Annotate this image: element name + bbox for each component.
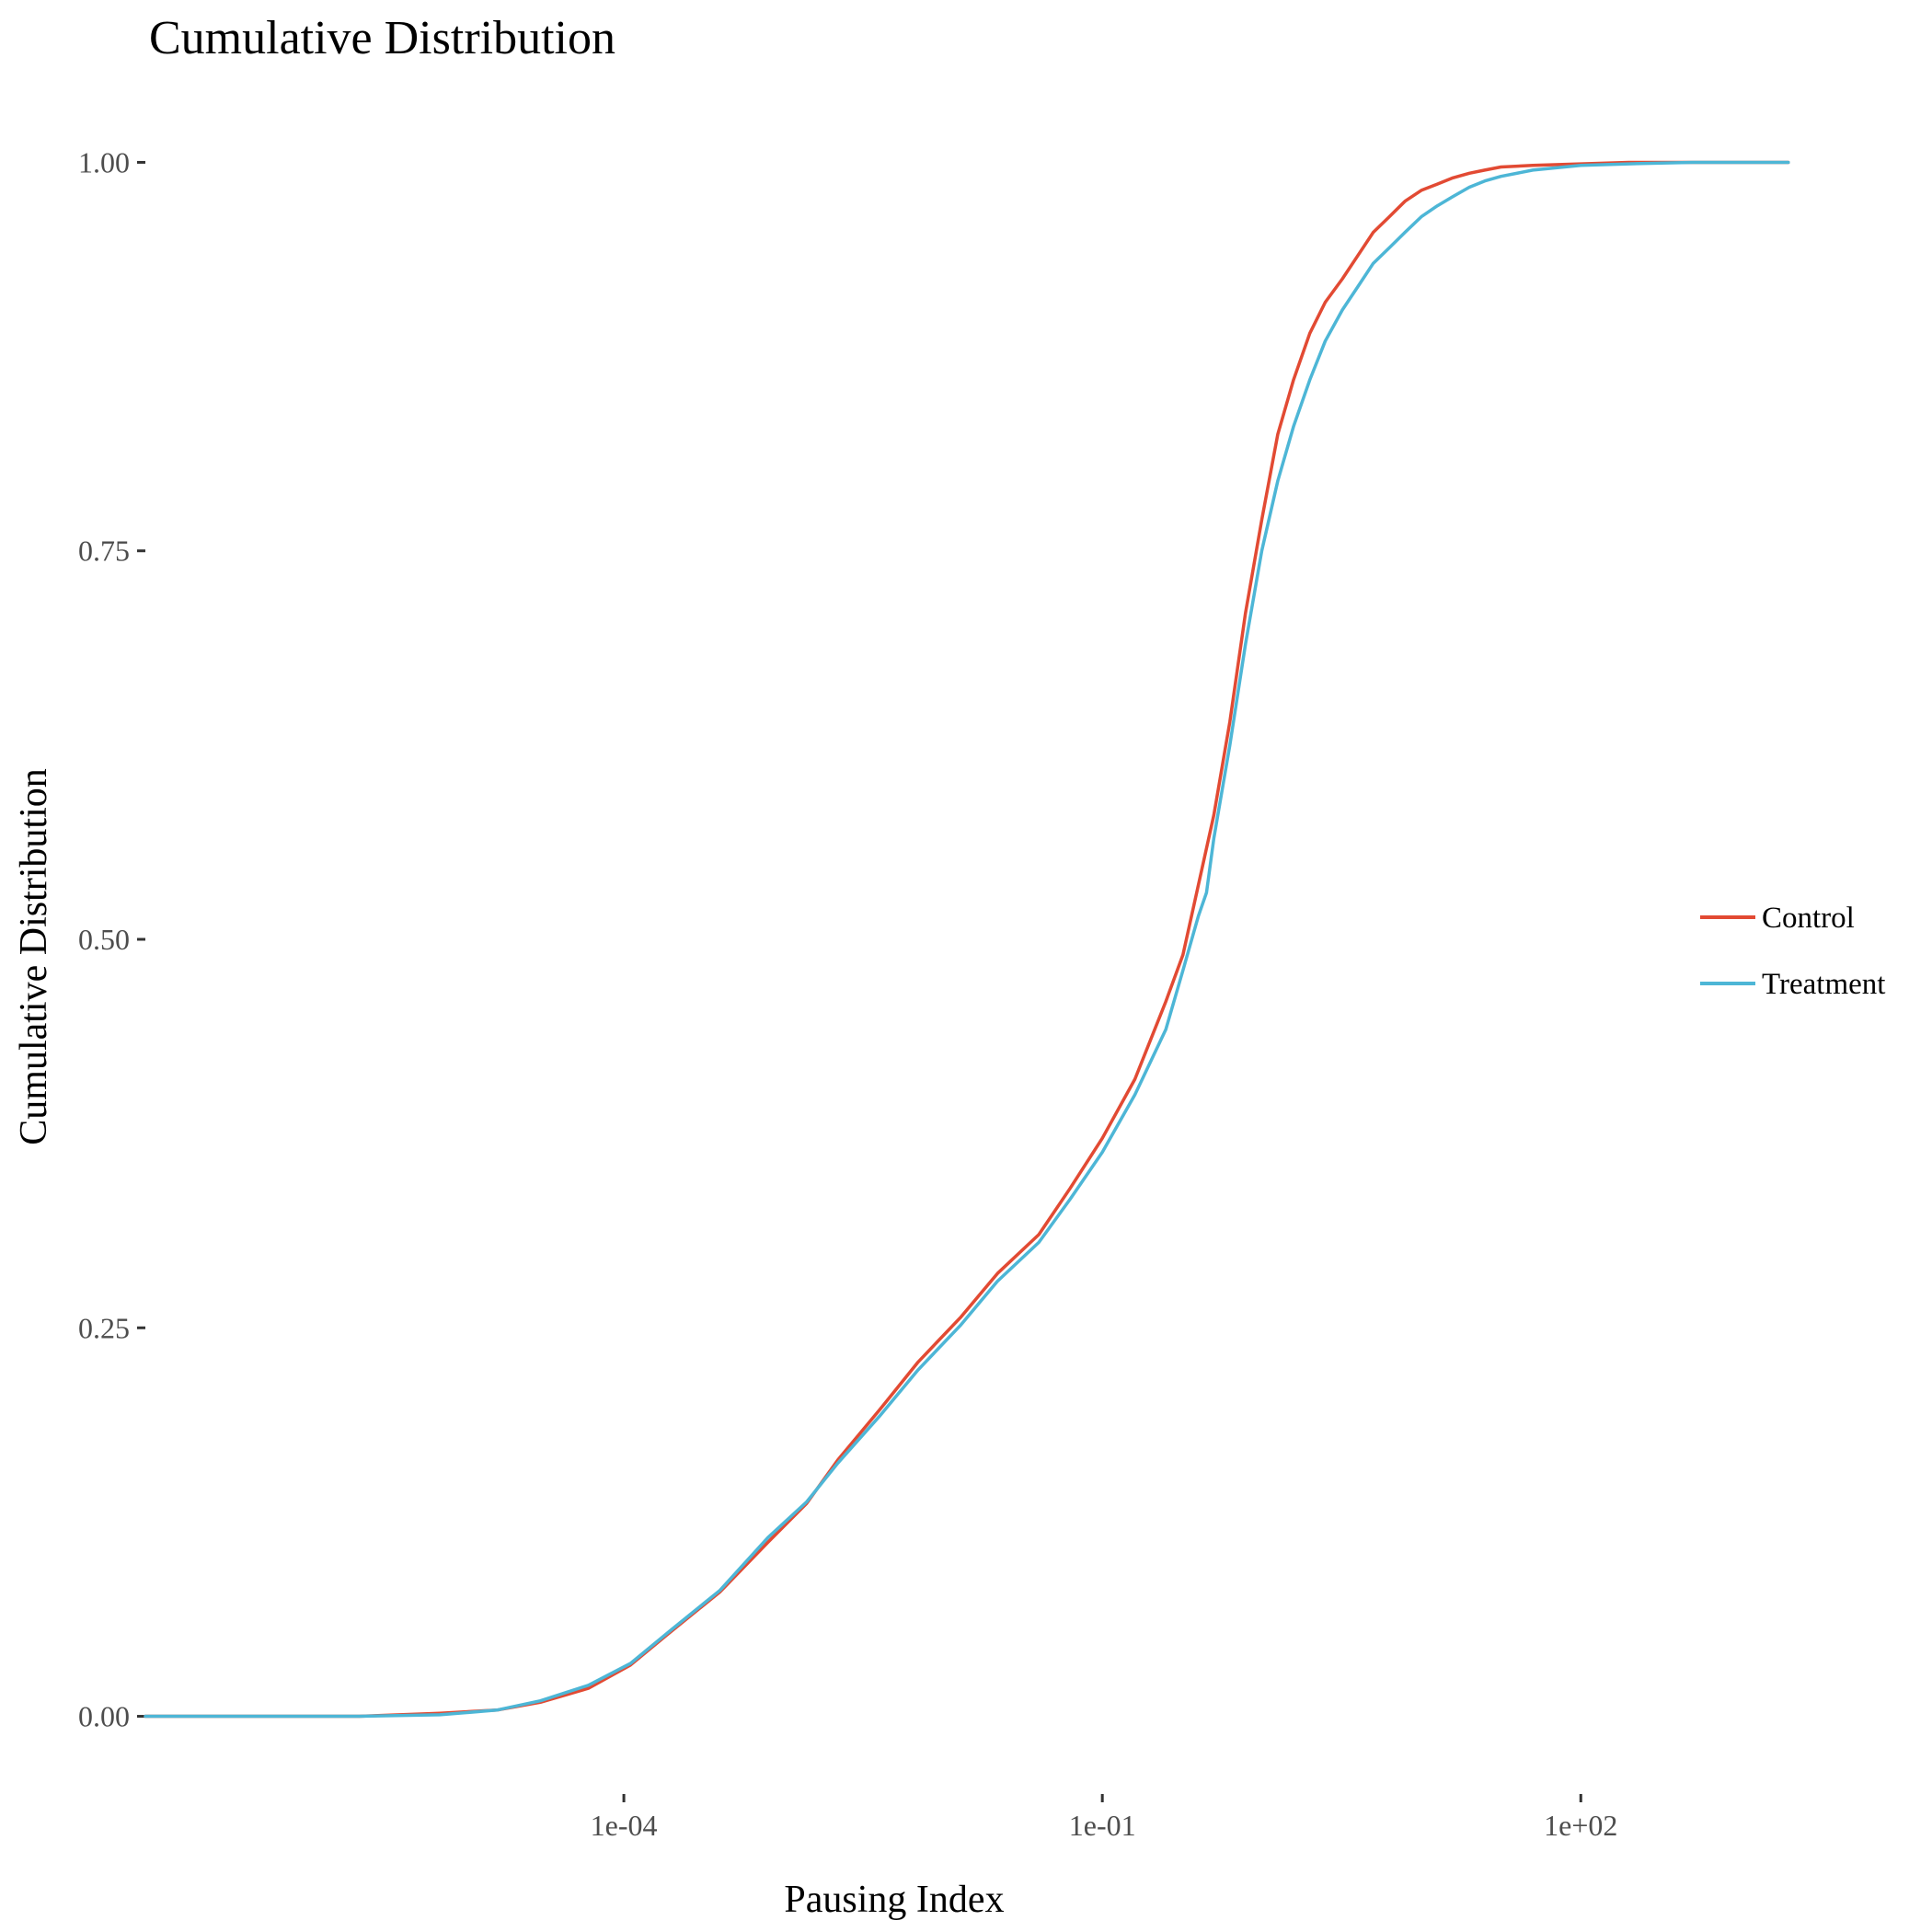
legend-label-treatment: Treatment: [1762, 968, 1885, 1001]
y-tick-label: 0.50: [78, 923, 130, 956]
y-axis: 0.00 0.25 0.50 0.75 1.00: [78, 145, 145, 1733]
chart-title: Cumulative Distribution: [149, 12, 615, 64]
x-tick-label: 1e+02: [1544, 1809, 1617, 1842]
x-axis: 1e-04 1e-01 1e+02: [591, 1794, 1617, 1842]
y-axis-title: Cumulative Distribution: [13, 768, 55, 1144]
y-tick-label: 0.00: [78, 1700, 130, 1733]
legend-label-control: Control: [1762, 902, 1855, 935]
y-tick-label: 1.00: [78, 145, 130, 178]
series-line-control: [144, 160, 1790, 1719]
y-tick-label: 0.75: [78, 535, 130, 568]
y-tick-label: 0.25: [78, 1311, 130, 1344]
series-line-treatment: [144, 160, 1790, 1719]
plot-area: [144, 160, 1790, 1719]
x-tick-label: 1e-04: [591, 1809, 658, 1842]
legend: Control Treatment: [1700, 902, 1885, 1001]
x-tick-label: 1e-01: [1069, 1809, 1136, 1842]
x-axis-title: Pausing Index: [784, 1879, 1004, 1921]
